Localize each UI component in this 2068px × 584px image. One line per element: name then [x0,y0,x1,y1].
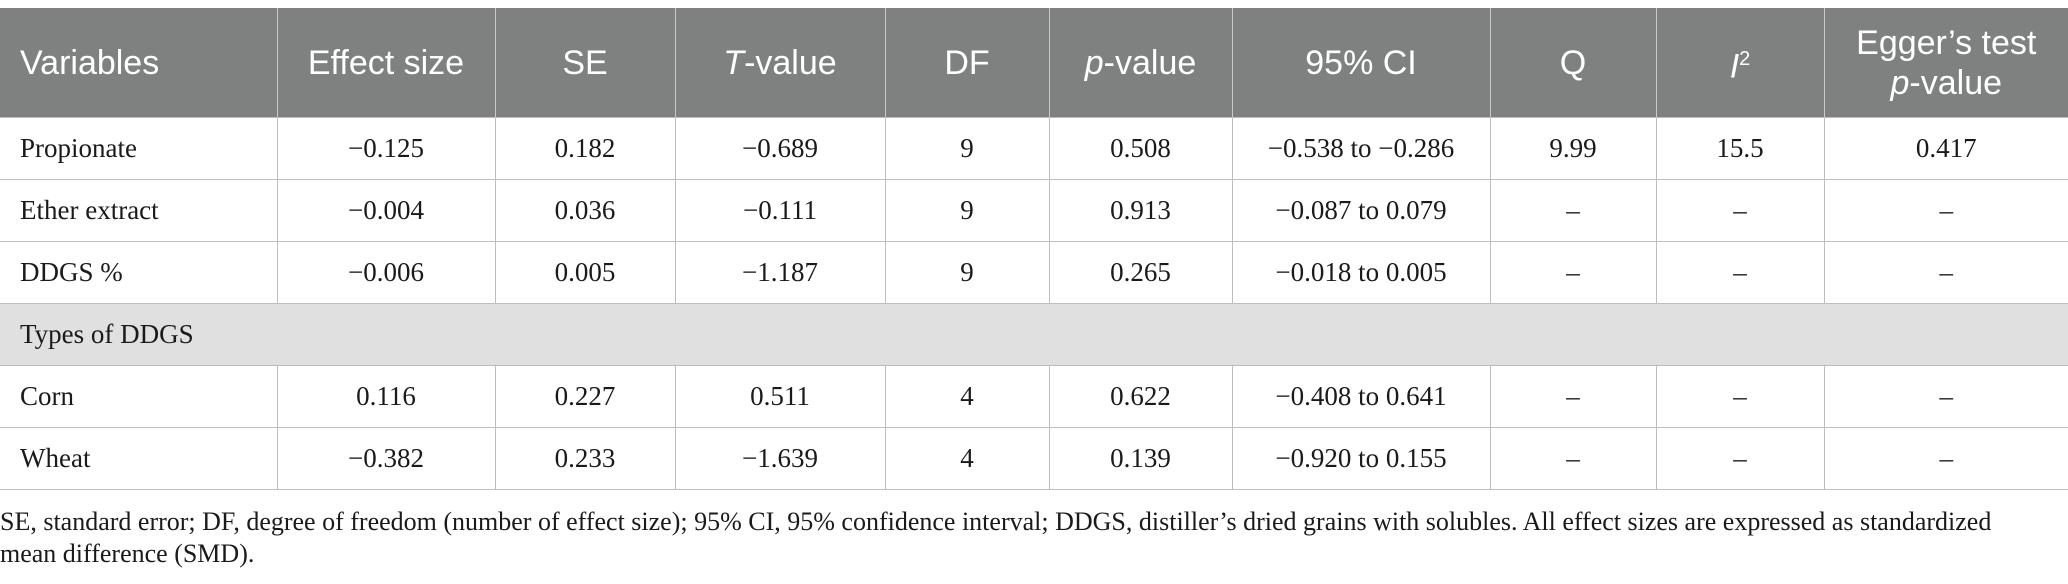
cell-p-value: 0.508 [1049,117,1233,180]
cell-df: 9 [885,241,1050,304]
cell-effect-size: −0.004 [277,179,496,242]
cell-effect-size: 0.116 [277,365,496,428]
cell-ci: −0.408 to 0.641 [1232,365,1491,428]
cell-p-value: 0.913 [1049,179,1233,242]
col-header-variables: Variables [0,8,278,118]
cell-p-value: 0.139 [1049,427,1233,490]
table-row: Propionate −0.125 0.182 −0.689 9 0.508 −… [0,117,2068,180]
col-header-p-value: p-value [1049,8,1233,118]
cell-variable: Propionate [0,117,278,180]
egger-line1: Egger’s test [1856,23,2037,62]
cell-egger: – [1824,365,2068,428]
cell-egger: – [1824,427,2068,490]
cell-i2: – [1656,241,1825,304]
cell-egger: – [1824,241,2068,304]
cell-i2: – [1656,427,1825,490]
col-header-i2: I2 [1656,8,1825,118]
col-header-ci: 95% CI [1232,8,1491,118]
table-row: Wheat −0.382 0.233 −1.639 4 0.139 −0.920… [0,427,2068,490]
cell-t-value: −1.639 [675,427,886,490]
header-row: Variables Effect size SE T-value DF p-va… [0,8,2068,118]
col-header-t-value: T-value [675,8,886,118]
cell-variable: Wheat [0,427,278,490]
cell-q: 9.99 [1490,117,1657,180]
table-row: Ether extract −0.004 0.036 −0.111 9 0.91… [0,179,2068,242]
cell-q: – [1490,241,1657,304]
egger-line2-suffix: -value [1909,63,2003,102]
cell-se: 0.036 [495,179,676,242]
cell-p-value: 0.622 [1049,365,1233,428]
table-footnote: SE, standard error; DF, degree of freedo… [0,507,1992,568]
cell-df: 9 [885,117,1050,180]
cell-q: – [1490,365,1657,428]
t-value-suffix: -value [744,43,837,82]
cell-effect-size: −0.125 [277,117,496,180]
meta-regression-table: Variables Effect size SE T-value DF p-va… [0,8,2068,490]
results-table-container: Variables Effect size SE T-value DF p-va… [0,8,2068,490]
cell-df: 4 [885,427,1050,490]
p-value-suffix: -value [1103,43,1197,82]
col-header-effect-size: Effect size [277,8,496,118]
col-header-q: Q [1490,8,1657,118]
cell-i2: 15.5 [1656,117,1825,180]
cell-ci: −0.018 to 0.005 [1232,241,1491,304]
cell-se: 0.182 [495,117,676,180]
t-symbol: T [723,43,745,82]
cell-t-value: 0.511 [675,365,886,428]
cell-ci: −0.087 to 0.079 [1232,179,1491,242]
cell-t-value: −0.689 [675,117,886,180]
cell-ci: −0.920 to 0.155 [1232,427,1491,490]
col-header-df: DF [885,8,1050,118]
egger-p-symbol: p [1890,63,1910,102]
cell-effect-size: −0.006 [277,241,496,304]
cell-variable: Ether extract [0,179,278,242]
cell-q: – [1490,427,1657,490]
table-row: Corn 0.116 0.227 0.511 4 0.622 −0.408 to… [0,365,2068,428]
cell-se: 0.227 [495,365,676,428]
cell-ci: −0.538 to −0.286 [1232,117,1491,180]
cell-t-value: −1.187 [675,241,886,304]
cell-se: 0.233 [495,427,676,490]
col-header-se: SE [495,8,676,118]
cell-p-value: 0.265 [1049,241,1233,304]
col-header-egger: Egger’s test p-value [1824,8,2068,118]
cell-q: – [1490,179,1657,242]
cell-df: 9 [885,179,1050,242]
i-symbol: I [1729,47,1740,86]
cell-se: 0.005 [495,241,676,304]
cell-i2: – [1656,179,1825,242]
cell-egger: – [1824,179,2068,242]
cell-t-value: −0.111 [675,179,886,242]
cell-i2: – [1656,365,1825,428]
group-label: Types of DDGS [0,303,2068,366]
table-row: DDGS % −0.006 0.005 −1.187 9 0.265 −0.01… [0,241,2068,304]
group-row-ddgs-types: Types of DDGS [0,303,2068,366]
cell-variable: DDGS % [0,241,278,304]
cell-df: 4 [885,365,1050,428]
i2-superscript: 2 [1739,47,1751,70]
cell-variable: Corn [0,365,278,428]
cell-effect-size: −0.382 [277,427,496,490]
cell-egger: 0.417 [1824,117,2068,180]
p-symbol: p [1084,43,1104,82]
